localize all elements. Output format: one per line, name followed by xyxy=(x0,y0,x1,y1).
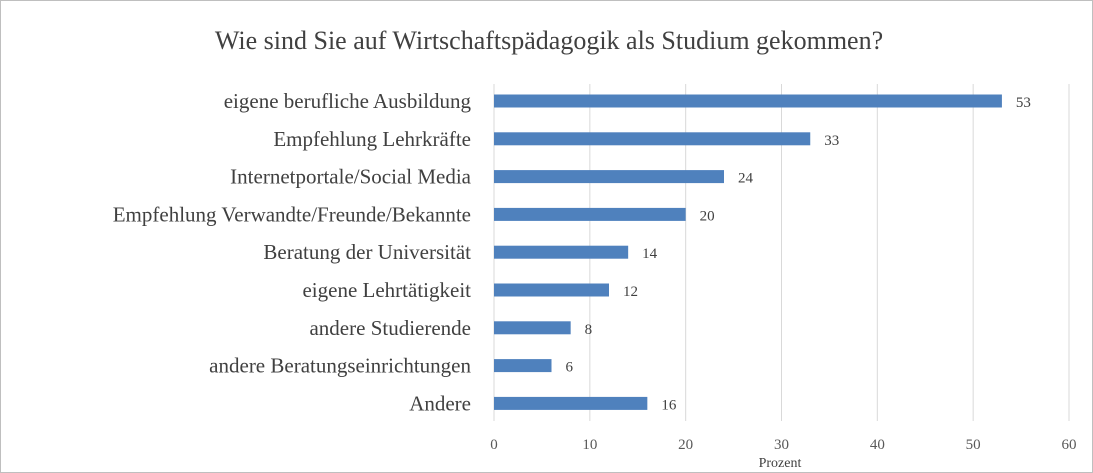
bar xyxy=(494,245,629,259)
bar xyxy=(494,132,811,146)
x-tick-label: 20 xyxy=(678,437,693,453)
bar xyxy=(494,321,571,335)
data-label: 16 xyxy=(661,397,677,413)
bar xyxy=(494,283,609,297)
category-label: Empfehlung Lehrkräfte xyxy=(273,127,471,151)
bar xyxy=(494,207,686,221)
category-label: eigene berufliche Ausbildung xyxy=(224,89,472,113)
data-label: 14 xyxy=(642,246,658,262)
data-label: 8 xyxy=(585,322,593,338)
bars xyxy=(494,94,1002,410)
data-label: 6 xyxy=(566,360,574,376)
data-label: 12 xyxy=(623,284,638,300)
x-tick-label: 40 xyxy=(870,437,885,453)
x-tick-label: 30 xyxy=(774,437,789,453)
category-label: andere Beratungseinrichtungen xyxy=(209,354,471,378)
data-label: 24 xyxy=(738,171,754,187)
category-label: Internetportale/Social Media xyxy=(230,165,472,189)
data-label: 20 xyxy=(700,208,715,224)
data-label: 53 xyxy=(1016,95,1031,111)
x-tick-label: 50 xyxy=(966,437,981,453)
category-label: Andere xyxy=(409,391,471,415)
bar xyxy=(494,396,648,410)
data-labels: 53 33 24 20 14 12 8 6 16 xyxy=(566,95,1031,413)
category-label: andere Studierende xyxy=(309,316,471,340)
category-label: Beratung der Universität xyxy=(263,240,471,264)
bar xyxy=(494,170,724,184)
x-axis-title: Prozent xyxy=(759,456,802,471)
x-tick-labels: 0 10 20 30 40 50 60 xyxy=(490,437,1076,453)
category-label: eigene Lehrtätigkeit xyxy=(302,278,471,302)
data-label: 33 xyxy=(824,133,839,149)
x-tick-label: 60 xyxy=(1062,437,1077,453)
category-labels: eigene berufliche Ausbildung Empfehlung L… xyxy=(113,89,472,415)
x-tick-label: 0 xyxy=(490,437,498,453)
category-label: Empfehlung Verwandte/Freunde/Bekannte xyxy=(113,202,471,226)
bar xyxy=(494,359,552,373)
bar xyxy=(494,94,1002,108)
chart-title: Wie sind Sie auf Wirtschaftspädagogik al… xyxy=(215,26,883,55)
x-tick-label: 10 xyxy=(582,437,597,453)
